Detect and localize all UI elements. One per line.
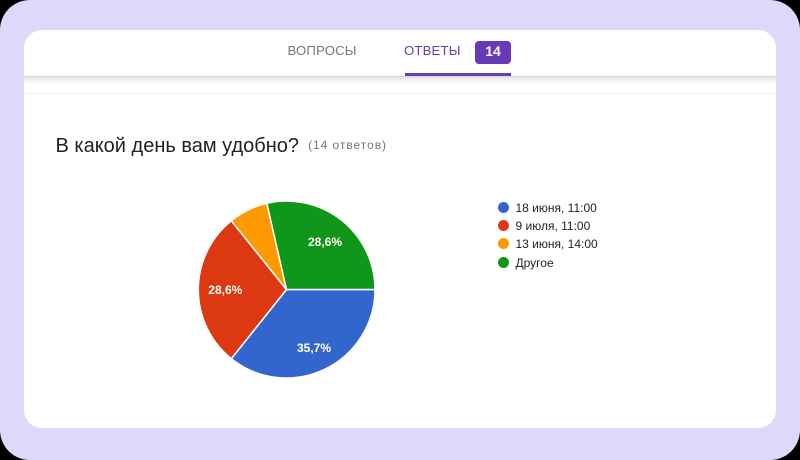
svg-text:28,6%: 28,6% bbox=[208, 283, 242, 297]
svg-text:28,6%: 28,6% bbox=[308, 235, 342, 249]
svg-text:35,7%: 35,7% bbox=[297, 341, 331, 355]
